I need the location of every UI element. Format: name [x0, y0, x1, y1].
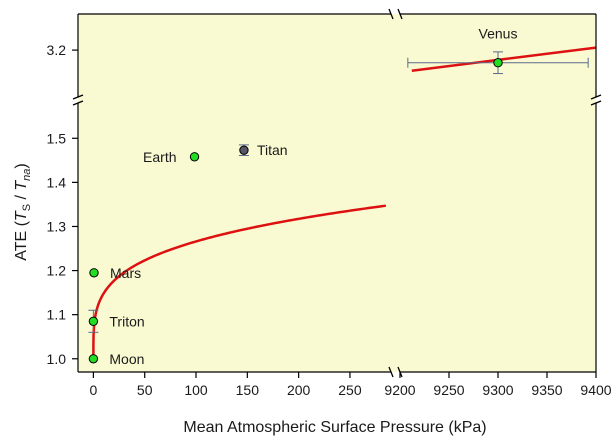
- moon-label: Moon: [109, 351, 144, 367]
- triton-label: Triton: [109, 313, 144, 329]
- y-break-mark: [72, 94, 84, 100]
- triton-point: [88, 316, 99, 326]
- plot-area: [78, 14, 596, 372]
- x-break-mark: [388, 8, 394, 20]
- y-lower-tick-label: 1.0: [47, 351, 67, 367]
- x-upper-tick-label: 9300: [482, 382, 513, 398]
- x-break-mark: [397, 8, 403, 20]
- x-break-mark: [388, 366, 394, 378]
- x-upper-tick-label: 9200: [384, 382, 415, 398]
- axes-layer: 1.0 1.1 1.2 1.3 1.4 1.5 3.2 0 50 100 150 200 250 9200…: [47, 8, 612, 398]
- y-lower-tick-label: 1.3: [47, 218, 67, 234]
- titan-point: [239, 145, 249, 155]
- y-axis-title-prefix: ATE (: [13, 220, 30, 260]
- earth-point: [189, 152, 200, 162]
- y-axis-title: ATE (TS / Tna): [13, 163, 33, 261]
- y-lower-tick-label: 1.1: [47, 307, 67, 323]
- y-break-mark: [590, 100, 602, 106]
- moon-point: [88, 354, 99, 364]
- fit-curve-lower: [92, 204, 387, 359]
- y-axis-title-t1: T: [13, 210, 30, 221]
- x-lower-tick-label: 100: [184, 382, 208, 398]
- x-lower-tick-label: 50: [137, 382, 153, 398]
- y-break-mark: [72, 100, 84, 106]
- x-upper-tick-label: 9250: [433, 382, 464, 398]
- y-lower-tick-label: 1.2: [47, 263, 67, 279]
- y-axis-title-sep: /: [13, 191, 30, 204]
- y-break-mark: [590, 94, 602, 100]
- venus-point: [493, 58, 503, 68]
- venus-label: Venus: [479, 26, 518, 42]
- y-lower-tick-label: 1.5: [47, 130, 67, 146]
- earth-label: Earth: [143, 149, 176, 165]
- x-lower-tick-label: 250: [338, 382, 362, 398]
- x-upper-tick-label: 9350: [531, 382, 562, 398]
- y-axis-title-sub2: na: [21, 169, 33, 181]
- fit-curve-upper: [411, 46, 597, 72]
- point-labels-layer: Moon Triton Mars Earth Titan Venus: [109, 26, 517, 367]
- mars-label: Mars: [110, 265, 141, 281]
- x-lower-tick-label: 200: [287, 382, 311, 398]
- y-axis-title-suffix: ): [13, 163, 30, 168]
- y-axis-title-sub1: S: [21, 204, 33, 211]
- mars-point: [89, 268, 99, 278]
- y-lower-tick-label: 1.4: [47, 174, 67, 190]
- x-upper-tick-label: 9400: [580, 382, 611, 398]
- plot-background: [78, 14, 596, 372]
- y-upper-tick-label: 3.2: [47, 42, 67, 58]
- data-points-layer: [88, 51, 589, 364]
- x-lower-tick-label: 0: [89, 382, 97, 398]
- x-lower-tick-label: 150: [236, 382, 260, 398]
- titan-label: Titan: [257, 142, 288, 158]
- x-axis-title: Mean Atmospheric Surface Pressure (kPa): [183, 419, 486, 436]
- y-axis-title-t2: T: [13, 180, 30, 191]
- fit-curve-layer: [92, 46, 597, 359]
